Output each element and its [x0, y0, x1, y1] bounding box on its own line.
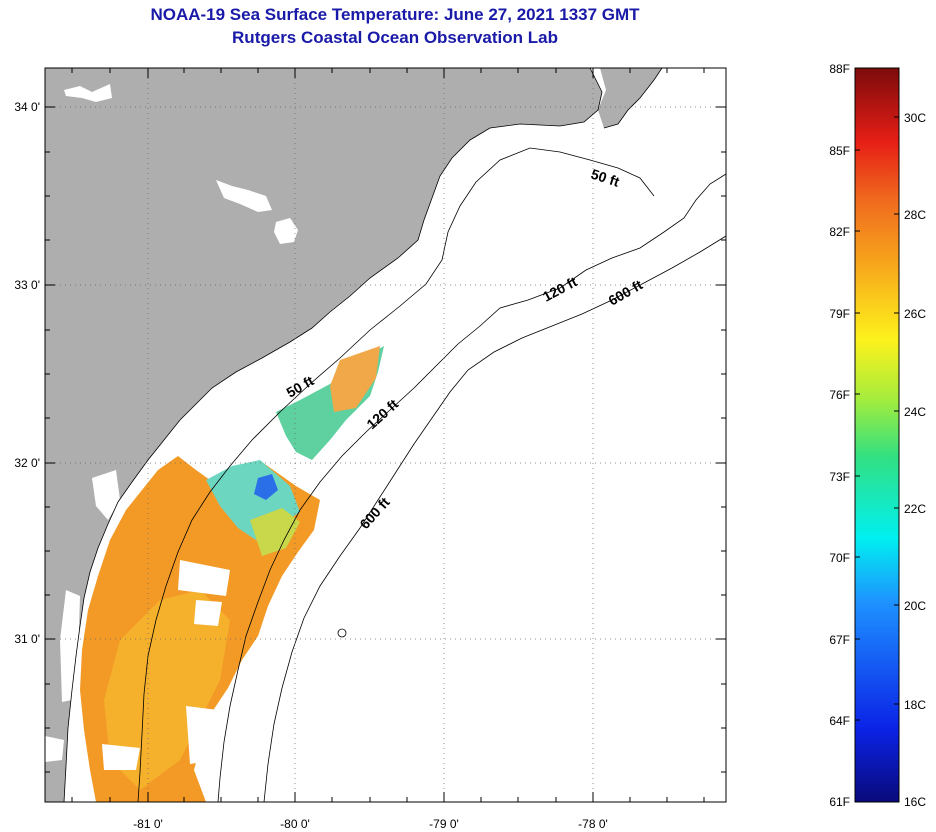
- lat-label: 32 0': [14, 456, 40, 470]
- contour-50ft: [137, 147, 655, 802]
- colorbar-f-label: 88F: [829, 62, 850, 76]
- colorbar-c-label: 22C: [904, 502, 926, 516]
- sst-patch-upper: [330, 346, 380, 412]
- colorbar-f-label: 70F: [829, 551, 850, 565]
- map-subtitle: Rutgers Coastal Ocean Observation Lab: [232, 28, 558, 47]
- lat-label: 33 0': [14, 278, 40, 292]
- cloud-hole: [102, 744, 140, 770]
- colorbar-c-label: 26C: [904, 307, 926, 321]
- colorbar-c-label: 18C: [904, 698, 926, 712]
- colorbar-f-label: 85F: [829, 144, 850, 158]
- cloud-patch: [274, 218, 298, 244]
- colorbar-f-ticks: [855, 67, 860, 803]
- ticks: [45, 68, 726, 802]
- contour-120ft: [217, 173, 726, 802]
- cloud-patch: [64, 84, 112, 102]
- cloud-patch: [45, 736, 64, 762]
- colorbar-f-label: 64F: [829, 714, 850, 728]
- colorbar-c-ticks: [894, 116, 899, 803]
- contour-600ft: [263, 235, 726, 802]
- lon-label: -81 0': [133, 817, 163, 831]
- colorbar-c-label: 20C: [904, 599, 926, 613]
- sst-patch-warm-core: [104, 590, 230, 790]
- lon-label: -80 0': [280, 817, 310, 831]
- colorbar-c-label: 30C: [904, 111, 926, 125]
- coastline-ne: [600, 68, 663, 129]
- colorbar-f-label: 79F: [829, 307, 850, 321]
- colorbar-f-label: 67F: [829, 633, 850, 647]
- seamount-contour: [337, 628, 347, 638]
- colorbar-c-label: 16C: [904, 795, 926, 809]
- cloud-patch: [92, 470, 120, 520]
- sst-patch-transition: [250, 508, 300, 556]
- colorbar: [854, 67, 900, 803]
- lon-label: -78 0': [578, 817, 608, 831]
- colorbar-f-label: 82F: [829, 225, 850, 239]
- colorbar-f-label: 73F: [829, 470, 850, 484]
- lat-label: 34 0': [14, 100, 40, 114]
- cloud-hole: [178, 560, 230, 596]
- colorbar-f-label: 76F: [829, 388, 850, 402]
- colorbar-c-label: 24C: [904, 405, 926, 419]
- colorbar-c-label: 28C: [904, 208, 926, 222]
- cloud-patch: [216, 180, 272, 212]
- coastline: [63, 68, 603, 802]
- land-mass-ne: [598, 68, 662, 128]
- map-frame: [44, 67, 727, 803]
- cloud-hole: [186, 706, 218, 764]
- lon-label: -79 0': [429, 817, 459, 831]
- lat-label: 31 0': [14, 632, 40, 646]
- land-mass: [45, 68, 602, 802]
- colorbar-f-label: 61F: [829, 795, 850, 809]
- map-title: NOAA-19 Sea Surface Temperature: June 27…: [150, 5, 640, 24]
- cloud-hole: [194, 600, 222, 626]
- cloud-patch: [60, 590, 80, 702]
- graticule: [45, 68, 726, 802]
- sst-patch-cold-spot: [254, 474, 278, 500]
